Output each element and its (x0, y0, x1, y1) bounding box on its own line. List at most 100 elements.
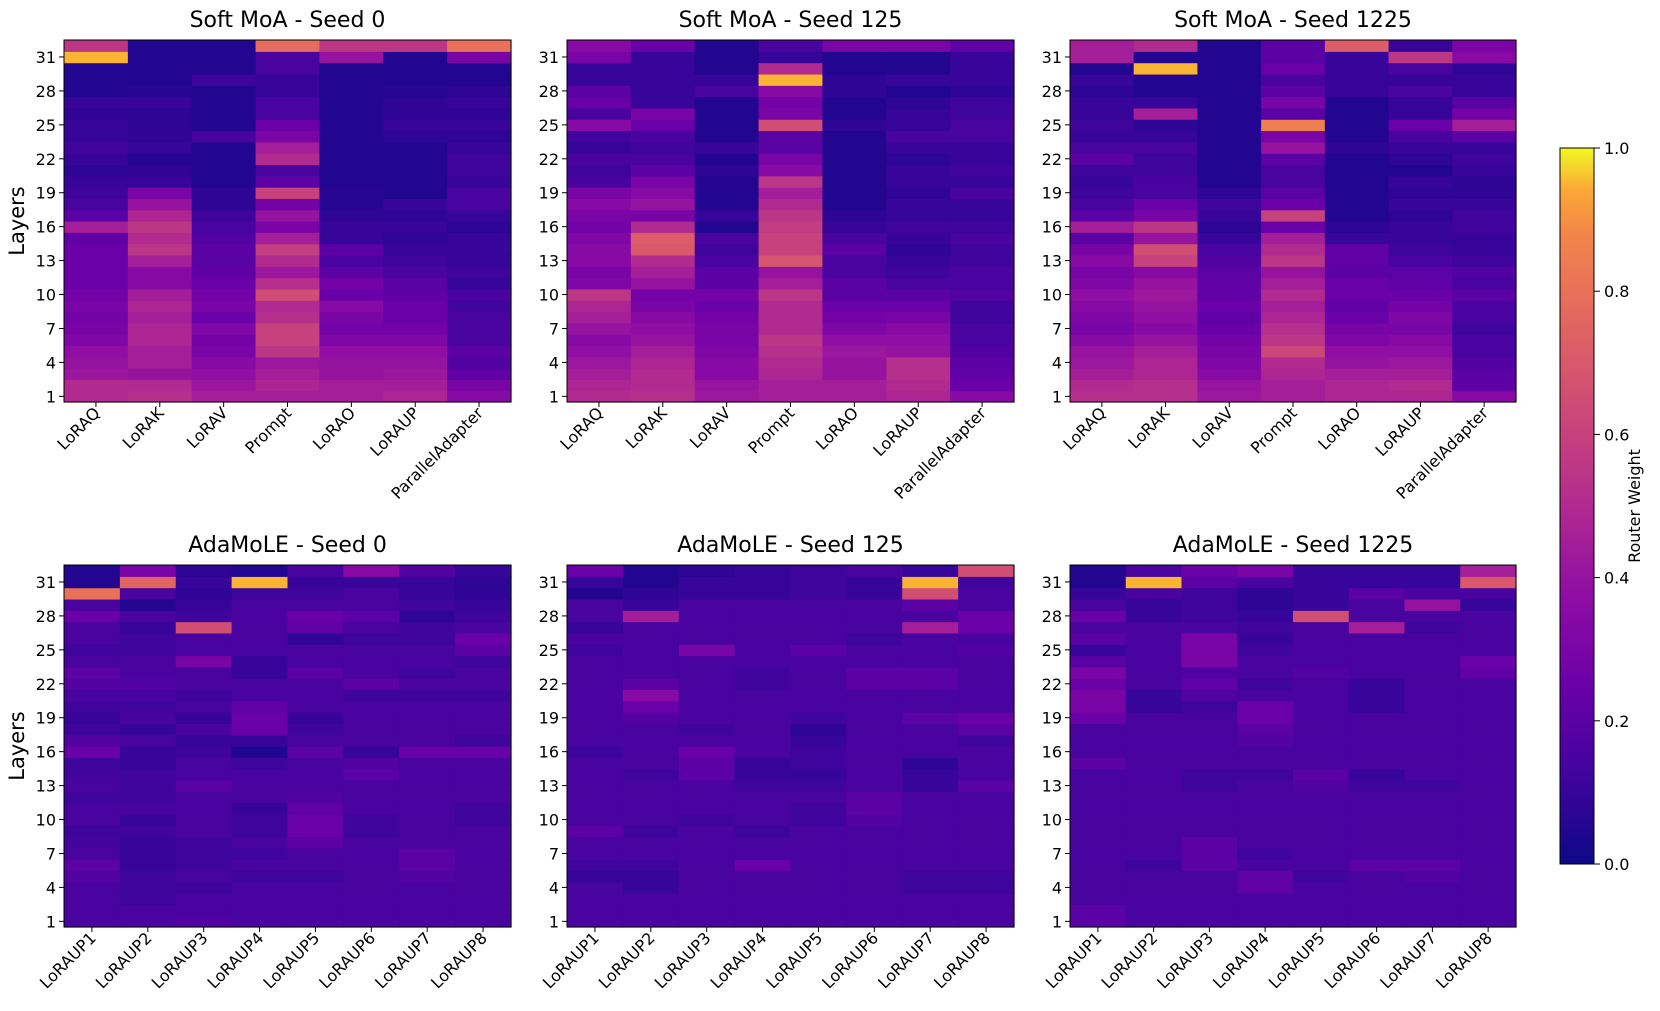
heatmap-cell (678, 565, 736, 577)
heatmap-cell (231, 666, 289, 679)
heatmap-cell (1197, 51, 1262, 64)
heatmap-cell (319, 40, 384, 52)
heatmap-cell (191, 322, 257, 335)
heatmap-cell (1261, 73, 1326, 86)
heatmap-cell (734, 779, 792, 792)
heatmap-cell (399, 836, 456, 849)
heatmap-cell (846, 734, 903, 747)
heatmap-cell (1261, 175, 1326, 188)
heatmap-cell (694, 334, 760, 347)
heatmap-cell (734, 893, 792, 905)
heatmap-cell (567, 300, 632, 313)
heatmap-cell (1404, 870, 1461, 883)
heatmap-cell (455, 712, 512, 724)
heatmap-cell (447, 277, 512, 290)
heatmap-cell (1133, 266, 1199, 279)
heatmap-cell (1125, 610, 1183, 623)
heatmap-cell (1388, 288, 1453, 301)
heatmap-cell (343, 587, 400, 600)
heatmap-cell (950, 107, 1015, 120)
heatmap-cell (1293, 825, 1350, 838)
heatmap-cell (1125, 825, 1183, 838)
heatmap-cell (1324, 119, 1390, 132)
heatmap-cell (630, 130, 696, 143)
heatmap-cell (886, 266, 951, 279)
heatmap-cell (1388, 175, 1453, 188)
heatmap-cell (567, 40, 632, 52)
heatmap-cell (567, 221, 632, 233)
heatmap-cell (1237, 644, 1294, 657)
heatmap-cell (1237, 791, 1294, 804)
heatmap-cell (1070, 96, 1135, 109)
heatmap-cell (319, 379, 384, 392)
heatmap-cell (1070, 576, 1127, 589)
heatmap-cell (191, 266, 257, 279)
heatmap-cell (1197, 356, 1262, 369)
heatmap-cell (231, 893, 289, 905)
heatmap-cell (175, 576, 233, 589)
heatmap-cell (567, 893, 624, 905)
heatmap-cell (64, 587, 121, 600)
heatmap-cell (127, 322, 193, 335)
heatmap-cell (1460, 893, 1517, 905)
heatmap-cell (734, 825, 792, 838)
heatmap-cell (383, 119, 448, 132)
heatmap-cell (1388, 164, 1453, 177)
heatmap-cell (1125, 632, 1183, 645)
heatmap-cell (822, 243, 887, 256)
y-tick-label: 4 (549, 353, 559, 372)
heatmap-cell (567, 311, 632, 324)
heatmap-cell (1133, 209, 1199, 222)
heatmap-cell (622, 768, 680, 781)
heatmap-cell (447, 40, 512, 52)
heatmap-cell (1070, 379, 1135, 392)
heatmap-cell (822, 277, 887, 290)
heatmap-cell (1181, 678, 1238, 691)
heatmap-cell (630, 62, 696, 75)
heatmap-cell (1237, 757, 1294, 770)
heatmap-cell (119, 734, 177, 747)
heatmap-cell (1237, 723, 1294, 736)
heatmap-cell (119, 779, 177, 792)
heatmap-cell (790, 825, 847, 838)
heatmap-cell (455, 881, 512, 894)
heatmap-cell (678, 712, 736, 724)
heatmap-cell (343, 565, 400, 577)
heatmap-cell (567, 678, 624, 691)
heatmap-cell (1261, 243, 1326, 256)
y-tick-label: 31 (36, 48, 56, 67)
heatmap-cell (950, 51, 1015, 64)
heatmap-cell (1181, 734, 1238, 747)
heatmap-cell (902, 915, 959, 928)
heatmap-cell (175, 859, 233, 872)
heatmap-cell (846, 915, 903, 928)
heatmap-cell (447, 379, 512, 392)
heatmap-cell (175, 813, 233, 826)
heatmap-cell (567, 712, 624, 724)
plot-frame (566, 564, 1015, 928)
heatmap-cell (119, 791, 177, 804)
heatmap-cell (1181, 847, 1238, 860)
heatmap-cell (1388, 209, 1453, 222)
heatmap-cell (287, 881, 344, 894)
heatmap-cell (694, 141, 760, 154)
heatmap-cell (343, 768, 400, 781)
heatmap-cell (1133, 153, 1199, 166)
heatmap-cell (399, 598, 456, 611)
heatmap-cell (191, 164, 257, 177)
heatmap-cell (630, 311, 696, 324)
heatmap-cell (64, 813, 121, 826)
heatmap-cell (175, 904, 233, 917)
heatmap-cell (1460, 610, 1517, 623)
heatmap-cell (1125, 666, 1183, 679)
heatmap-cell (886, 119, 951, 132)
heatmap-cell (64, 221, 129, 233)
heatmap-cell (1197, 390, 1262, 403)
heatmap-cell (119, 723, 177, 736)
heatmap-cell (567, 390, 632, 403)
heatmap-cell (950, 356, 1015, 369)
heatmap-cell (567, 621, 624, 634)
heatmap-cell (678, 893, 736, 905)
heatmap-panels: Soft MoA - Seed 01471013161922252831LoRA… (5, 8, 1517, 992)
heatmap-cell (175, 746, 233, 758)
